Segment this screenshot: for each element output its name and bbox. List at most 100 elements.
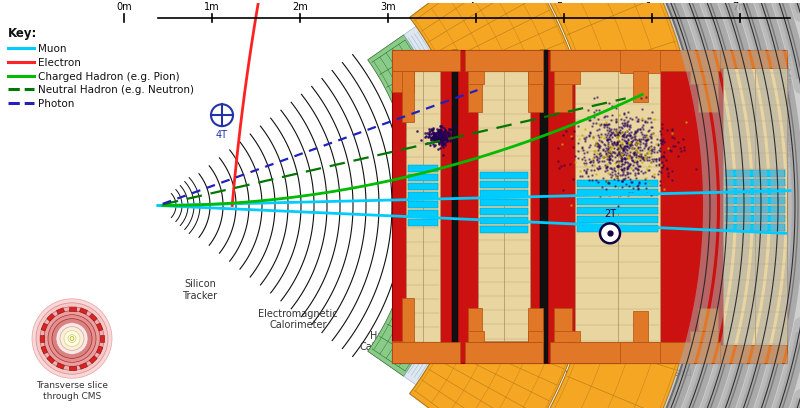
Polygon shape — [41, 346, 47, 354]
Polygon shape — [633, 71, 648, 102]
Circle shape — [68, 335, 76, 342]
Polygon shape — [392, 342, 460, 364]
Text: Superconducting
Solenoid: Superconducting Solenoid — [418, 348, 502, 370]
Polygon shape — [79, 363, 87, 369]
Polygon shape — [480, 226, 528, 233]
Circle shape — [52, 319, 92, 358]
Text: 2m: 2m — [292, 2, 308, 12]
Text: 2T: 2T — [604, 209, 616, 220]
Polygon shape — [725, 170, 785, 177]
Polygon shape — [577, 216, 658, 223]
Text: Charged Hadron (e.g. Pion): Charged Hadron (e.g. Pion) — [38, 71, 180, 82]
Polygon shape — [690, 330, 718, 342]
Polygon shape — [404, 26, 473, 385]
Text: 0m: 0m — [116, 2, 132, 12]
Polygon shape — [47, 356, 54, 364]
Polygon shape — [725, 224, 785, 231]
Polygon shape — [90, 356, 97, 364]
Circle shape — [48, 315, 96, 362]
Text: 1m: 1m — [204, 2, 220, 12]
Polygon shape — [480, 208, 528, 215]
Circle shape — [36, 303, 108, 374]
Polygon shape — [47, 314, 54, 322]
Text: Iron return yoke interspersed
with Muon chambers: Iron return yoke interspersed with Muon … — [549, 368, 691, 390]
Circle shape — [44, 311, 100, 366]
Polygon shape — [571, 0, 800, 408]
Text: Electron: Electron — [38, 58, 81, 68]
Polygon shape — [577, 207, 658, 214]
Polygon shape — [408, 192, 438, 199]
Polygon shape — [480, 190, 528, 197]
Polygon shape — [698, 71, 718, 112]
Polygon shape — [550, 342, 720, 364]
Polygon shape — [408, 165, 438, 172]
Polygon shape — [725, 179, 785, 186]
Polygon shape — [468, 71, 484, 84]
Text: Transverse slice
through CMS: Transverse slice through CMS — [36, 381, 108, 401]
Text: Key:: Key: — [8, 27, 38, 40]
Polygon shape — [392, 341, 414, 342]
Polygon shape — [725, 197, 785, 204]
Polygon shape — [468, 308, 482, 342]
Polygon shape — [502, 0, 703, 408]
Polygon shape — [408, 210, 438, 217]
Circle shape — [70, 337, 74, 341]
Polygon shape — [410, 0, 598, 408]
Text: 5m: 5m — [556, 2, 572, 12]
Circle shape — [56, 323, 88, 355]
Polygon shape — [392, 71, 414, 92]
Polygon shape — [620, 50, 660, 73]
Text: 3m: 3m — [380, 2, 396, 12]
Polygon shape — [57, 363, 65, 369]
Text: Silicon
Tracker: Silicon Tracker — [182, 279, 218, 301]
Polygon shape — [480, 199, 528, 206]
Polygon shape — [554, 330, 580, 342]
Polygon shape — [577, 180, 658, 187]
Polygon shape — [402, 298, 414, 342]
Polygon shape — [41, 323, 47, 331]
Polygon shape — [540, 50, 548, 364]
Text: 4T: 4T — [216, 130, 228, 140]
Text: Hadron
Calorimeter: Hadron Calorimeter — [359, 330, 417, 352]
Polygon shape — [577, 189, 658, 196]
Polygon shape — [720, 50, 787, 68]
Polygon shape — [720, 346, 787, 364]
Polygon shape — [465, 342, 543, 364]
Circle shape — [40, 307, 104, 370]
Polygon shape — [69, 307, 75, 311]
Text: D. Barney, CERN, February 2004: D. Barney, CERN, February 2004 — [787, 53, 793, 166]
Polygon shape — [480, 217, 528, 224]
Polygon shape — [528, 330, 543, 342]
Text: 4m: 4m — [468, 2, 484, 12]
Circle shape — [32, 299, 112, 378]
Polygon shape — [79, 308, 87, 314]
Polygon shape — [577, 225, 658, 232]
Polygon shape — [57, 308, 65, 314]
Polygon shape — [528, 71, 543, 112]
Polygon shape — [478, 70, 530, 341]
Polygon shape — [368, 35, 458, 376]
Polygon shape — [69, 366, 75, 370]
Polygon shape — [725, 206, 785, 213]
Polygon shape — [392, 50, 787, 364]
Polygon shape — [406, 70, 440, 344]
Text: 6m: 6m — [644, 2, 660, 12]
Polygon shape — [408, 219, 438, 226]
Polygon shape — [725, 215, 785, 222]
Polygon shape — [392, 50, 460, 71]
Polygon shape — [577, 198, 658, 205]
Polygon shape — [97, 323, 103, 331]
Polygon shape — [554, 308, 572, 342]
Polygon shape — [633, 311, 648, 342]
Circle shape — [60, 327, 84, 350]
Polygon shape — [480, 172, 528, 179]
Circle shape — [64, 330, 80, 346]
Polygon shape — [90, 314, 97, 322]
Polygon shape — [528, 71, 543, 84]
Polygon shape — [40, 335, 44, 342]
Polygon shape — [725, 188, 785, 195]
Polygon shape — [528, 308, 543, 342]
Polygon shape — [408, 174, 438, 181]
Polygon shape — [554, 71, 572, 112]
Polygon shape — [620, 342, 660, 364]
